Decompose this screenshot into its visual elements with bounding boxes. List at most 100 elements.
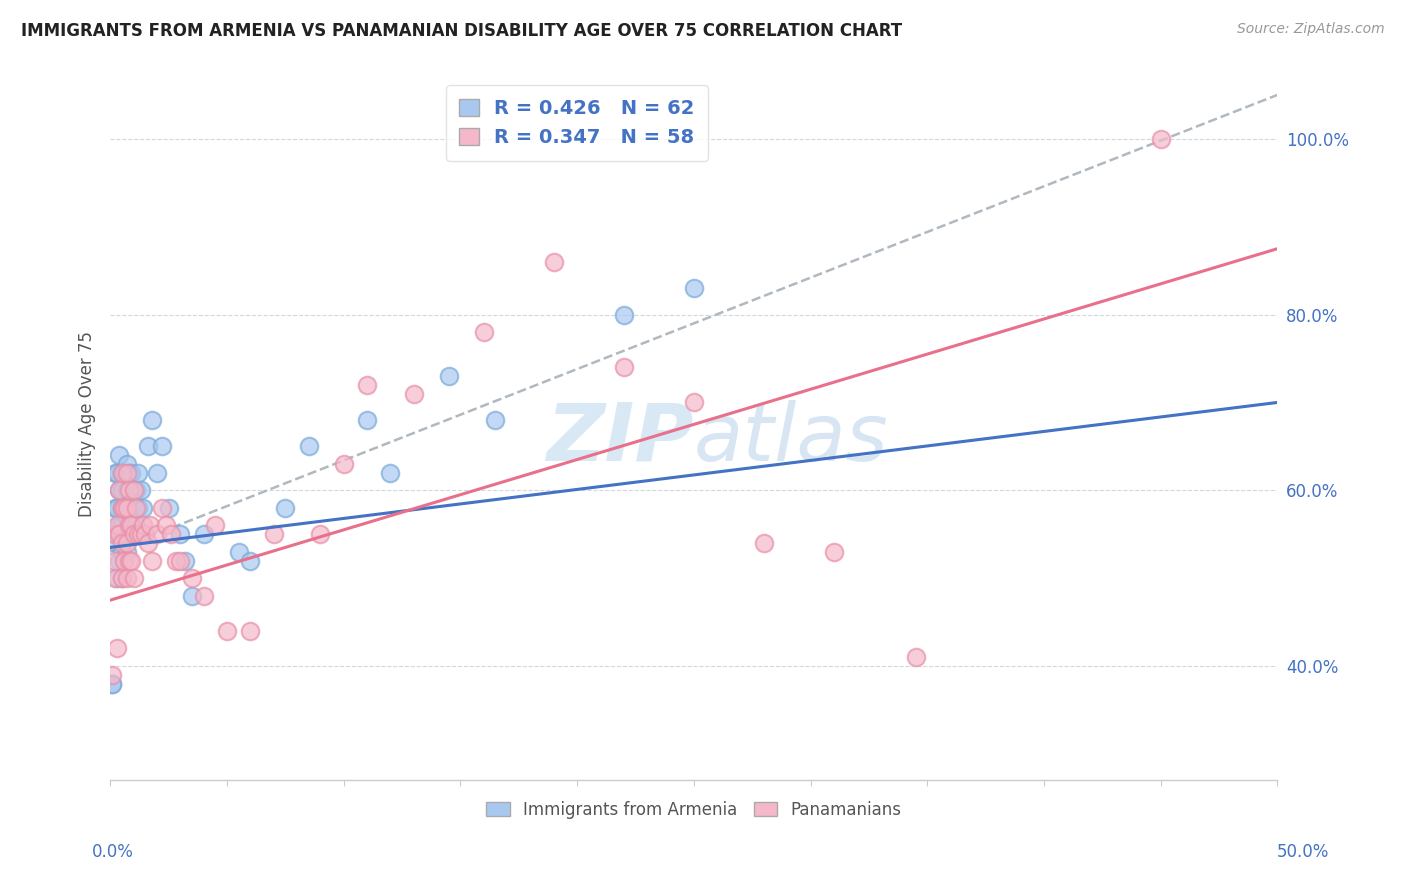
Point [115, 457, 138, 471]
Point [111, 500, 134, 515]
Point [157, 500, 180, 515]
Text: 50.0%: 50.0% [1277, 843, 1329, 861]
Point [150, 439, 173, 453]
Point [118, 518, 141, 533]
Point [118, 466, 141, 480]
Point [356, 377, 378, 392]
Point [146, 527, 169, 541]
Point [173, 553, 195, 567]
Y-axis label: Disability Age Over 75: Disability Age Over 75 [79, 332, 96, 517]
Point [115, 571, 138, 585]
Point [122, 500, 145, 515]
Point [228, 545, 250, 559]
Point [104, 571, 127, 585]
Point [125, 518, 148, 533]
Point [112, 553, 135, 567]
Point [104, 500, 127, 515]
Point [111, 545, 134, 559]
Point [105, 536, 128, 550]
Point [204, 518, 226, 533]
Point [309, 527, 332, 541]
Point [165, 553, 187, 567]
Text: ZIP: ZIP [547, 400, 693, 477]
Point [112, 500, 135, 515]
Point [108, 448, 131, 462]
Point [101, 668, 124, 682]
Point [146, 466, 169, 480]
Point [111, 483, 134, 498]
Point [111, 466, 134, 480]
Point [115, 500, 138, 515]
Point [180, 571, 202, 585]
Point [139, 518, 162, 533]
Text: 0.0%: 0.0% [91, 843, 134, 861]
Point [122, 483, 145, 498]
Point [118, 483, 141, 498]
Point [155, 518, 177, 533]
Point [111, 466, 134, 480]
Text: IMMIGRANTS FROM ARMENIA VS PANAMANIAN DISABILITY AGE OVER 75 CORRELATION CHART: IMMIGRANTS FROM ARMENIA VS PANAMANIAN DI… [21, 22, 903, 40]
Point [101, 676, 124, 690]
Point [101, 676, 124, 690]
Point [115, 483, 138, 498]
Point [122, 527, 145, 541]
Point [108, 527, 131, 541]
Point [111, 500, 134, 515]
Point [122, 527, 145, 541]
Point [112, 466, 135, 480]
Point [356, 413, 378, 427]
Point [125, 483, 148, 498]
Point [115, 509, 138, 524]
Point [127, 466, 149, 480]
Point [108, 518, 131, 533]
Point [263, 527, 285, 541]
Point [104, 527, 127, 541]
Point [127, 527, 149, 541]
Point [118, 527, 141, 541]
Point [111, 571, 134, 585]
Point [108, 483, 131, 498]
Point [904, 650, 927, 665]
Point [105, 500, 128, 515]
Point [132, 500, 155, 515]
Point [613, 360, 636, 375]
Point [132, 518, 155, 533]
Point [239, 553, 262, 567]
Point [129, 527, 152, 541]
Point [239, 624, 262, 638]
Point [180, 589, 202, 603]
Point [115, 466, 138, 480]
Point [105, 571, 128, 585]
Point [104, 527, 127, 541]
Point [150, 500, 173, 515]
Point [108, 483, 131, 498]
Point [118, 553, 141, 567]
Point [380, 466, 402, 480]
Point [136, 536, 159, 550]
Point [115, 536, 138, 550]
Text: Source: ZipAtlas.com: Source: ZipAtlas.com [1237, 22, 1385, 37]
Point [122, 571, 145, 585]
Point [169, 527, 191, 541]
Point [105, 466, 128, 480]
Point [104, 553, 127, 567]
Point [129, 483, 152, 498]
Point [193, 527, 215, 541]
Point [120, 466, 142, 480]
Point [141, 413, 163, 427]
Point [332, 457, 354, 471]
Point [105, 518, 128, 533]
Point [402, 386, 425, 401]
Point [543, 255, 565, 269]
Point [682, 395, 704, 409]
Point [112, 553, 135, 567]
Point [141, 553, 163, 567]
Legend: Immigrants from Armenia, Panamanians: Immigrants from Armenia, Panamanians [479, 794, 908, 825]
Point [169, 553, 191, 567]
Point [682, 281, 704, 295]
Point [118, 500, 141, 515]
Point [112, 500, 135, 515]
Point [111, 571, 134, 585]
Point [134, 527, 156, 541]
Point [115, 527, 138, 541]
